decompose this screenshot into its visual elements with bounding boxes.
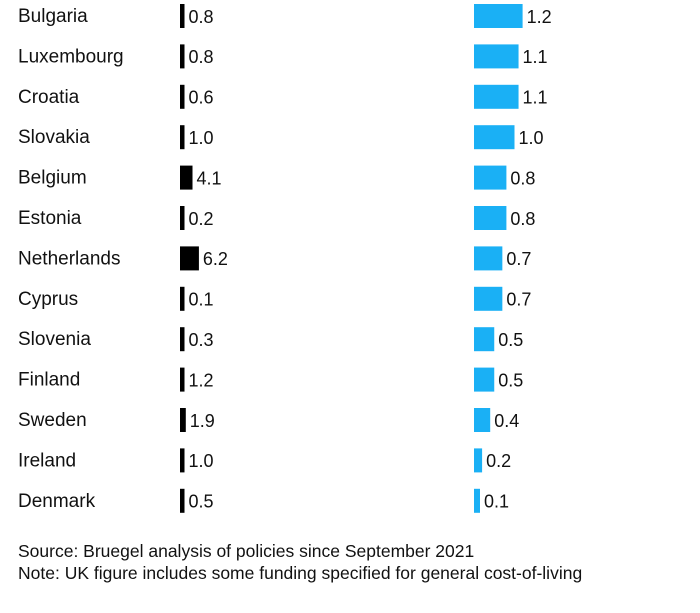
bar bbox=[180, 4, 185, 28]
bar bbox=[474, 165, 507, 190]
data-label: 0.5 bbox=[189, 492, 214, 512]
bar bbox=[474, 448, 483, 473]
data-label: 1.0 bbox=[189, 128, 214, 148]
bar bbox=[180, 408, 186, 432]
data-label: 0.5 bbox=[498, 330, 523, 350]
data-label: 0.3 bbox=[189, 330, 214, 350]
bar bbox=[180, 206, 185, 230]
data-label: 6.2 bbox=[203, 249, 228, 269]
category-label: Croatia bbox=[18, 87, 80, 108]
category-label: Bulgaria bbox=[18, 6, 88, 27]
bar-chart: Bulgaria 0.8 1.2 Luxembourg 0.8 1.1 Croatia 0.6… bbox=[18, 4, 552, 513]
data-label: 1.9 bbox=[190, 411, 215, 431]
category-label: Denmark bbox=[18, 491, 96, 512]
data-label: 0.2 bbox=[486, 451, 511, 471]
data-label: 0.7 bbox=[506, 249, 531, 269]
bar bbox=[180, 327, 185, 352]
bar bbox=[474, 286, 503, 311]
data-label: 0.2 bbox=[189, 209, 214, 229]
bar bbox=[474, 488, 480, 513]
category-label: Cyprus bbox=[18, 289, 78, 310]
data-label: 0.8 bbox=[189, 7, 214, 27]
category-label: Belgium bbox=[18, 168, 87, 189]
bar bbox=[180, 367, 185, 392]
bar bbox=[474, 44, 519, 69]
bar bbox=[180, 286, 185, 311]
bar bbox=[180, 84, 185, 109]
bar bbox=[180, 448, 185, 473]
bar bbox=[474, 125, 515, 150]
category-label: Luxembourg bbox=[18, 46, 124, 67]
data-label: 0.4 bbox=[494, 411, 519, 431]
category-label: Sweden bbox=[18, 410, 87, 431]
bar bbox=[474, 84, 519, 109]
data-label: 4.1 bbox=[197, 168, 222, 188]
data-label: 0.6 bbox=[189, 88, 214, 108]
bar bbox=[474, 367, 495, 392]
data-label: 0.8 bbox=[189, 47, 214, 67]
bar bbox=[474, 327, 495, 352]
bar bbox=[474, 4, 523, 28]
data-label: 1.1 bbox=[523, 88, 548, 108]
data-label: 0.8 bbox=[510, 168, 535, 188]
bar bbox=[180, 165, 193, 190]
category-label: Ireland bbox=[18, 450, 76, 471]
source-note: Source: Bruegel analysis of policies sin… bbox=[18, 541, 475, 561]
category-label: Finland bbox=[18, 370, 80, 391]
data-label: 1.0 bbox=[189, 451, 214, 471]
category-label: Slovenia bbox=[18, 329, 91, 350]
bar bbox=[474, 206, 507, 230]
bar bbox=[474, 408, 491, 432]
footnotes: Source: Bruegel analysis of policies sin… bbox=[18, 540, 688, 584]
data-label: 0.7 bbox=[506, 290, 531, 310]
data-label: 0.1 bbox=[189, 290, 214, 310]
bar bbox=[180, 246, 199, 271]
data-label: 0.5 bbox=[498, 370, 523, 390]
data-label: 1.2 bbox=[189, 370, 214, 390]
bar bbox=[180, 44, 185, 69]
data-label: 1.0 bbox=[519, 128, 544, 148]
category-label: Estonia bbox=[18, 208, 82, 229]
category-label: Netherlands bbox=[18, 248, 120, 269]
data-label: 0.8 bbox=[510, 209, 535, 229]
bar bbox=[474, 246, 503, 271]
bar bbox=[180, 488, 185, 513]
note-text: Note: UK figure includes some funding sp… bbox=[18, 563, 583, 583]
data-label: 0.1 bbox=[484, 492, 509, 512]
category-label: Slovakia bbox=[18, 127, 90, 148]
data-label: 1.2 bbox=[527, 7, 552, 27]
bar bbox=[180, 125, 185, 150]
data-label: 1.1 bbox=[523, 47, 548, 67]
